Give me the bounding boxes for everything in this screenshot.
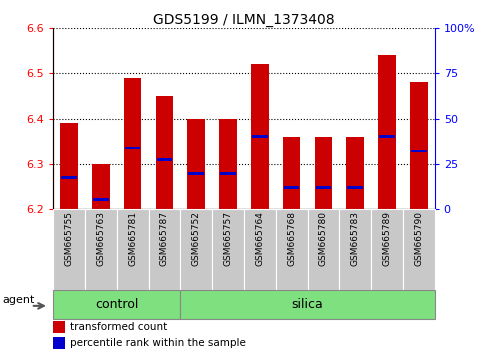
Bar [117,209,149,290]
Bar [156,96,173,209]
Bar [125,147,141,149]
Bar [314,137,332,209]
Bar [251,64,269,209]
Bar [53,209,85,290]
Bar [339,209,371,290]
Bar [212,209,244,290]
Bar [346,137,364,209]
Bar [244,209,276,290]
Bar [371,209,403,290]
Text: GSM665789: GSM665789 [383,211,392,266]
Bar [53,290,180,319]
Bar [124,78,142,209]
Bar [347,186,363,189]
Bar [60,123,78,209]
Bar [180,290,435,319]
Bar [61,176,77,179]
Title: GDS5199 / ILMN_1373408: GDS5199 / ILMN_1373408 [153,13,335,27]
Text: GSM665787: GSM665787 [160,211,169,266]
Bar [276,209,308,290]
Text: silica: silica [292,298,324,311]
Text: agent: agent [3,295,35,305]
Bar [187,119,205,209]
Bar [283,137,300,209]
Text: GSM665768: GSM665768 [287,211,296,266]
Bar [379,135,395,138]
Bar [220,172,236,175]
Bar [403,209,435,290]
Bar [284,186,299,189]
Bar [378,56,396,209]
Text: percentile rank within the sample: percentile rank within the sample [71,338,246,348]
Text: GSM665757: GSM665757 [224,211,232,266]
Bar [180,209,212,290]
Bar [53,337,65,349]
Text: GSM665790: GSM665790 [414,211,423,266]
Bar [308,209,339,290]
Text: GSM665764: GSM665764 [256,211,264,266]
Text: GSM665781: GSM665781 [128,211,137,266]
Text: GSM665755: GSM665755 [65,211,73,266]
Text: GSM665763: GSM665763 [96,211,105,266]
Bar [93,199,109,201]
Bar [411,150,426,153]
Bar [92,164,110,209]
Text: GSM665780: GSM665780 [319,211,328,266]
Text: transformed count: transformed count [71,322,168,332]
Text: control: control [95,298,139,311]
Bar [156,158,172,161]
Bar [410,82,427,209]
Text: GSM665752: GSM665752 [192,211,201,266]
Bar [85,209,117,290]
Bar [252,135,268,138]
Bar [315,186,331,189]
Bar [219,119,237,209]
Bar [188,172,204,175]
Bar [53,321,65,333]
Bar [149,209,180,290]
Text: GSM665783: GSM665783 [351,211,360,266]
